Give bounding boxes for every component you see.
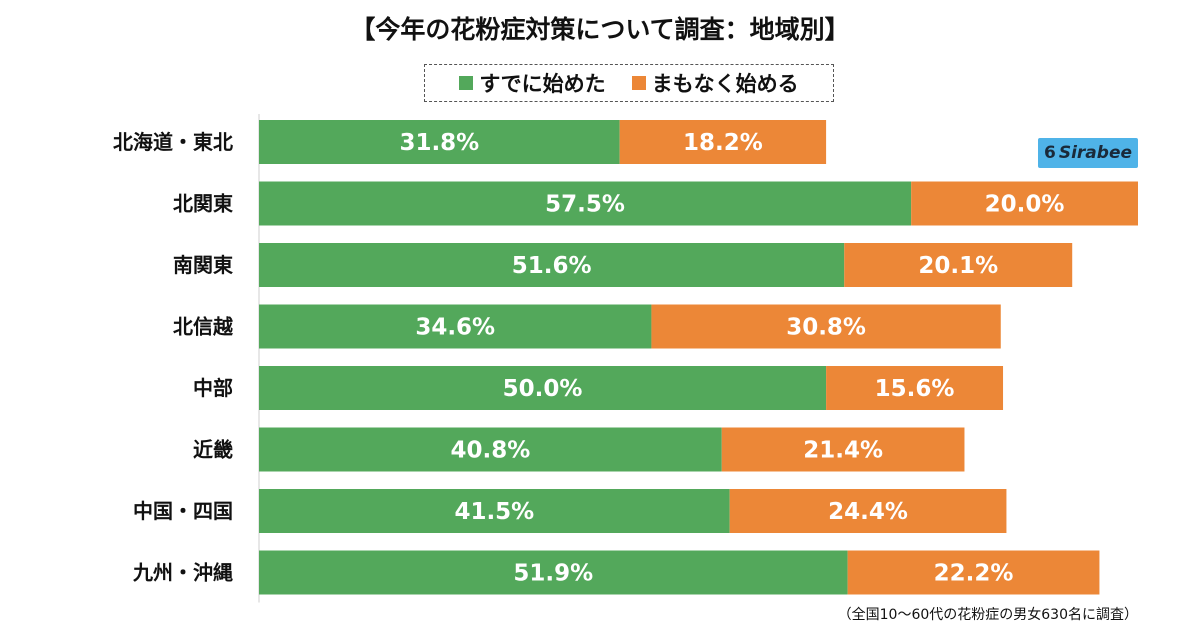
- legend-swatch-soon: [631, 76, 646, 90]
- bar-soon: [619, 120, 827, 164]
- bar-started: [259, 181, 912, 226]
- bar-started: [259, 489, 730, 533]
- bar-soon: [847, 550, 1100, 595]
- legend-label-started: すでに始めた: [479, 72, 606, 96]
- bar-soon: [844, 243, 1073, 287]
- bar-started: [259, 120, 620, 164]
- data-label-started: 31.8%: [399, 130, 479, 156]
- logo-text: Sirabee: [1058, 143, 1132, 163]
- sirabee-logo: 6 Sirabee: [1038, 138, 1138, 168]
- data-label-started: 51.6%: [512, 253, 592, 279]
- category-label: 近畿: [193, 438, 233, 462]
- legend: すでに始めた まもなく始める: [424, 64, 834, 102]
- bar-soon: [651, 304, 1001, 349]
- data-label-started: 40.8%: [450, 438, 530, 464]
- bar-started: [259, 304, 652, 349]
- legend-entry-soon: まもなく始める: [631, 68, 799, 98]
- data-label-started: 51.9%: [513, 561, 593, 587]
- data-label-started: 41.5%: [454, 499, 534, 525]
- category-label: 北信越: [173, 315, 234, 339]
- bar-soon: [826, 366, 1004, 410]
- bar-started: [259, 427, 722, 472]
- data-label-soon: 24.4%: [828, 499, 908, 525]
- data-label-soon: 22.2%: [934, 561, 1014, 587]
- category-label: 中国・四国: [133, 499, 233, 523]
- category-label: 北関東: [173, 192, 233, 216]
- data-label-soon: 15.6%: [875, 376, 955, 402]
- data-label-soon: 21.4%: [803, 438, 883, 464]
- category-label: 南関東: [173, 253, 233, 277]
- legend-entry-started: すでに始めた: [459, 68, 606, 98]
- bar-soon: [729, 489, 1007, 533]
- data-label-started: 34.6%: [415, 315, 495, 341]
- data-label-started: 57.5%: [545, 192, 625, 218]
- bar-started: [259, 550, 848, 595]
- bar-soon: [911, 181, 1138, 226]
- legend-label-soon: まもなく始める: [651, 72, 799, 96]
- chart-title: 【今年の花粉症対策について調査：地域別】: [350, 15, 850, 44]
- category-label: 北海道・東北: [113, 130, 233, 154]
- data-label-soon: 20.1%: [918, 253, 998, 279]
- bar-started: [259, 366, 827, 410]
- bar-soon: [721, 427, 965, 472]
- legend-swatch-started: [459, 76, 474, 90]
- data-label-soon: 30.8%: [786, 315, 866, 341]
- footnote: （全国10〜60代の花粉症の男女630名に調査）: [837, 607, 1138, 623]
- category-label: 九州・沖縄: [132, 561, 233, 585]
- data-label-started: 50.0%: [503, 376, 583, 402]
- category-label: 中部: [193, 376, 233, 400]
- data-label-soon: 18.2%: [683, 130, 763, 156]
- bar-started: [259, 243, 845, 287]
- data-label-soon: 20.0%: [985, 192, 1065, 218]
- logo-mark-icon: 6: [1044, 143, 1056, 163]
